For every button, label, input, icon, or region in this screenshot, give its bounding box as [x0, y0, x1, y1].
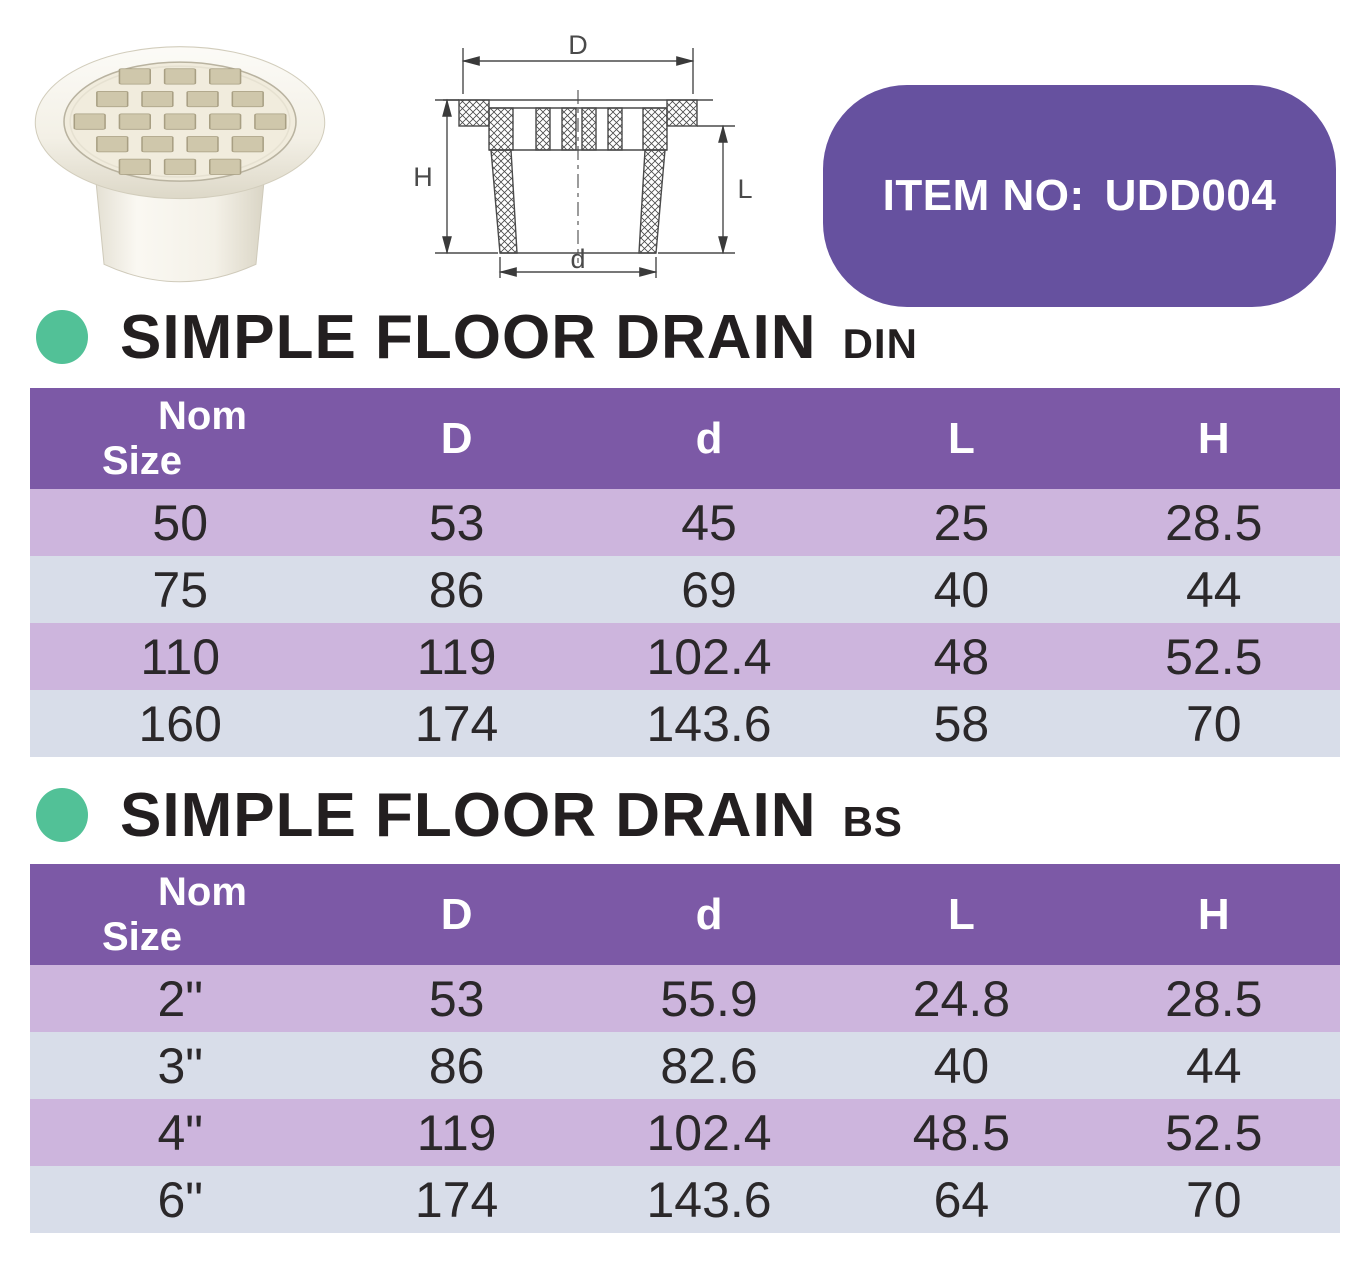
- table-cell: 50: [30, 489, 331, 556]
- bs-spec-table: Nom Size D d L H 2" 53 55.9 24.8 28.5 3"…: [30, 864, 1340, 1233]
- header-nom-size: Nom Size: [30, 388, 331, 489]
- section-heading-din: SIMPLE FLOOR DRAIN DIN: [36, 303, 918, 372]
- table-cell: 102.4: [582, 623, 836, 690]
- table-cell: 28.5: [1087, 965, 1340, 1032]
- table-cell: 102.4: [582, 1099, 836, 1166]
- header-H: H: [1087, 388, 1340, 489]
- table-cell: 86: [330, 1032, 583, 1099]
- floor-drain-photo-illustration: [34, 46, 326, 283]
- table-row: 75 86 69 40 44: [30, 556, 1340, 623]
- dim-label-H: H: [413, 162, 433, 192]
- table-cell: 53: [330, 965, 583, 1032]
- header-nom: Nom: [158, 869, 247, 914]
- table-cell: 160: [30, 690, 331, 757]
- table-cell: 174: [330, 690, 583, 757]
- section-standard: BS: [842, 798, 903, 845]
- table-cell: 70: [1087, 1166, 1340, 1233]
- table-cell: 24.8: [835, 965, 1088, 1032]
- table-cell: 48.5: [835, 1099, 1088, 1166]
- green-bullet-icon: [36, 310, 88, 364]
- header-D: D: [330, 864, 583, 965]
- header-size: Size: [102, 438, 183, 483]
- din-spec-table: Nom Size D d L H 50 53 45 25 28.5 75 86 …: [30, 388, 1340, 757]
- section-title: SIMPLE FLOOR DRAIN: [120, 302, 817, 372]
- table-row: 110 119 102.4 48 52.5: [30, 623, 1340, 690]
- table-cell: 119: [330, 623, 583, 690]
- dim-label-D: D: [568, 30, 588, 60]
- header-d: d: [582, 864, 836, 965]
- table-cell: 44: [1087, 556, 1340, 623]
- header-d: d: [582, 388, 836, 489]
- dim-label-L: L: [737, 174, 752, 204]
- grate-rim: [69, 65, 291, 178]
- table-cell: 40: [835, 556, 1088, 623]
- table-header-row: Nom Size D d L H: [30, 388, 1340, 489]
- table-row: 50 53 45 25 28.5: [30, 489, 1340, 556]
- table-cell: 28.5: [1087, 489, 1340, 556]
- table-cell: 55.9: [582, 965, 836, 1032]
- table-cell: 82.6: [582, 1032, 836, 1099]
- table-row: 4" 119 102.4 48.5 52.5: [30, 1099, 1340, 1166]
- table-cell: 174: [330, 1166, 583, 1233]
- table-cell: 53: [330, 489, 583, 556]
- header-D: D: [330, 388, 583, 489]
- table-cell: 52.5: [1087, 623, 1340, 690]
- table-cell: 70: [1087, 690, 1340, 757]
- table-cell: 44: [1087, 1032, 1340, 1099]
- section-heading-bs: SIMPLE FLOOR DRAIN BS: [36, 781, 903, 850]
- table-cell: 45: [582, 489, 836, 556]
- green-bullet-icon: [36, 788, 88, 842]
- table-cell: 40: [835, 1032, 1088, 1099]
- technical-diagram: D H L d: [403, 28, 795, 286]
- header-L: L: [835, 864, 1088, 965]
- header-size: Size: [102, 914, 183, 959]
- table-cell: 58: [835, 690, 1088, 757]
- table-cell: 3": [30, 1032, 331, 1099]
- item-number-badge: ITEM NO: UDD004: [823, 85, 1336, 307]
- table-cell: 25: [835, 489, 1088, 556]
- table-cell: 6": [30, 1166, 331, 1233]
- header-nom-size: Nom Size: [30, 864, 331, 965]
- table-cell: 75: [30, 556, 331, 623]
- section-title: SIMPLE FLOOR DRAIN: [120, 780, 817, 850]
- table-cell: 64: [835, 1166, 1088, 1233]
- section-standard: DIN: [842, 320, 918, 367]
- product-photo: [26, 20, 334, 292]
- cross-section-drawing: D H L d: [413, 30, 753, 278]
- item-number-value: UDD004: [1104, 171, 1277, 220]
- table-row: 6" 174 143.6 64 70: [30, 1166, 1340, 1233]
- item-number-label: ITEM NO:: [882, 171, 1085, 220]
- table-cell: 4": [30, 1099, 331, 1166]
- table-row: 160 174 143.6 58 70: [30, 690, 1340, 757]
- table-cell: 110: [30, 623, 331, 690]
- dim-label-d: d: [570, 244, 585, 274]
- table-cell: 86: [330, 556, 583, 623]
- table-cell: 69: [582, 556, 836, 623]
- grate-holes: [73, 68, 287, 175]
- table-header-row: Nom Size D d L H: [30, 864, 1340, 965]
- table-cell: 48: [835, 623, 1088, 690]
- table-cell: 119: [330, 1099, 583, 1166]
- table-cell: 2": [30, 965, 331, 1032]
- header-nom: Nom: [158, 393, 247, 438]
- table-cell: 52.5: [1087, 1099, 1340, 1166]
- header-H: H: [1087, 864, 1340, 965]
- table-cell: 143.6: [582, 1166, 836, 1233]
- table-cell: 143.6: [582, 690, 836, 757]
- header-L: L: [835, 388, 1088, 489]
- table-row: 3" 86 82.6 40 44: [30, 1032, 1340, 1099]
- table-row: 2" 53 55.9 24.8 28.5: [30, 965, 1340, 1032]
